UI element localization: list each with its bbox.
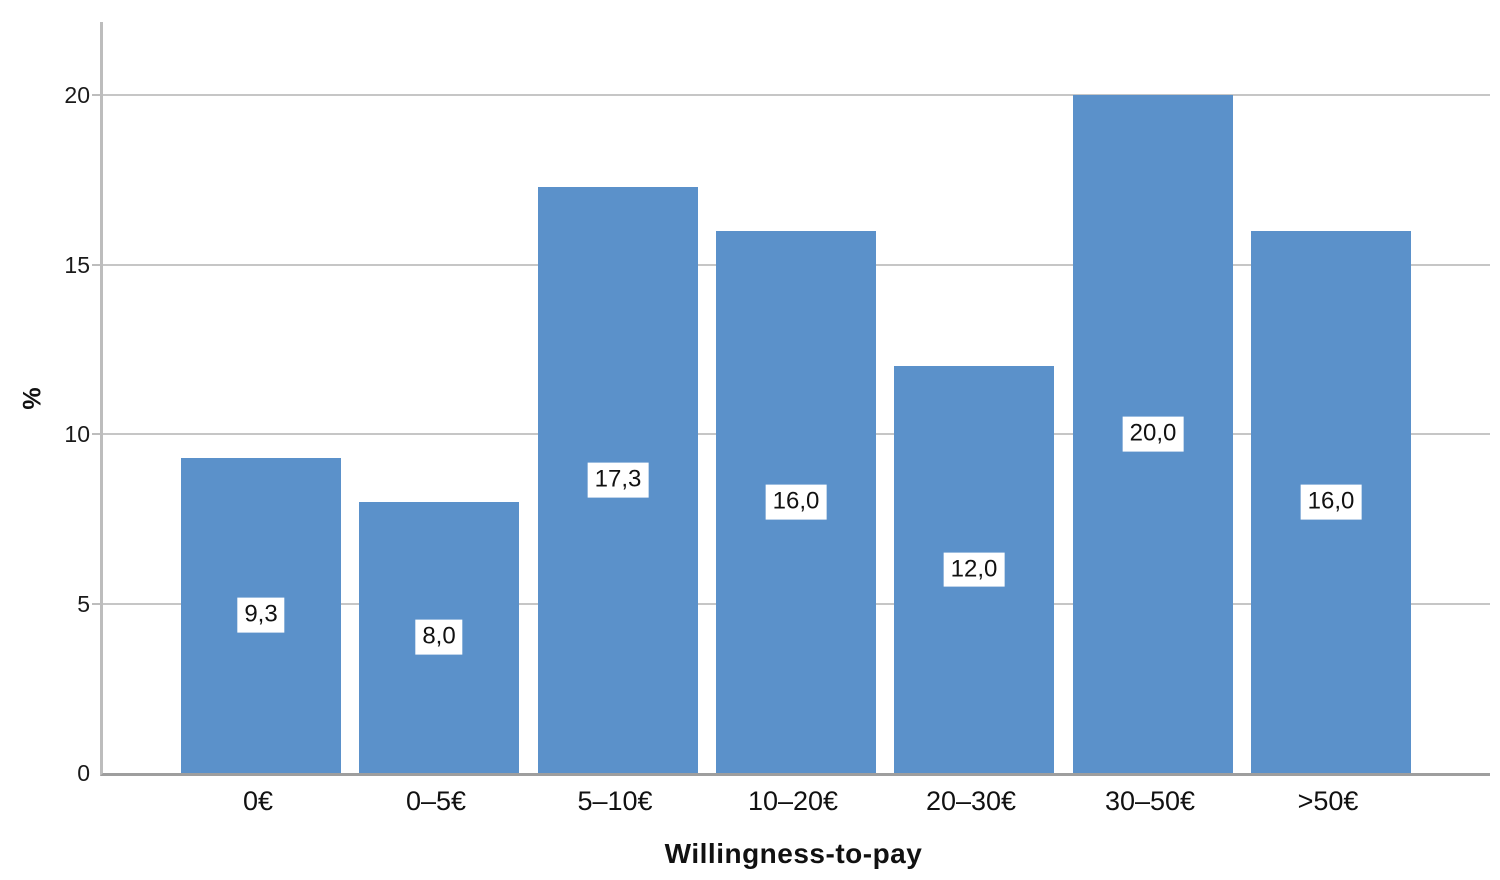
x-tick-label: 5–10€ [577,786,653,816]
x-tick-label: 20–30€ [925,786,1017,816]
x-tick-label: 30–50€ [1104,786,1196,816]
x-axis-title: Willingness-to-pay [664,838,923,869]
value-label: 16,0 [1300,484,1362,520]
x-tick-label: 10–20€ [747,786,839,816]
y-tick-mark [92,94,100,96]
y-tick-label: 10 [64,421,90,447]
gridline-y-20 [103,94,1490,96]
y-tick-mark [92,602,100,605]
y-tick-label: 20 [64,82,90,108]
value-label: 20,0 [1122,416,1184,452]
y-tick-label: 15 [64,251,90,278]
value-label: 9,3 [237,597,285,633]
x-tick-label: 0–5€ [405,786,467,816]
x-tick-label: 0€ [242,786,274,816]
y-tick-mark [92,433,100,435]
value-label: 8,0 [415,619,463,655]
value-label: 17,3 [587,462,649,498]
x-tick-label: >50€ [1297,786,1359,816]
y-tick-mark [92,263,100,266]
plot-area: 9,3 8,0 17,3 16,0 12,0 20,0 16,0 [92,22,1490,776]
value-label: 12,0 [943,552,1005,587]
y-tick-label: 0 [77,760,90,786]
y-tick-label: 5 [77,590,90,617]
value-label: 16,0 [765,484,827,520]
